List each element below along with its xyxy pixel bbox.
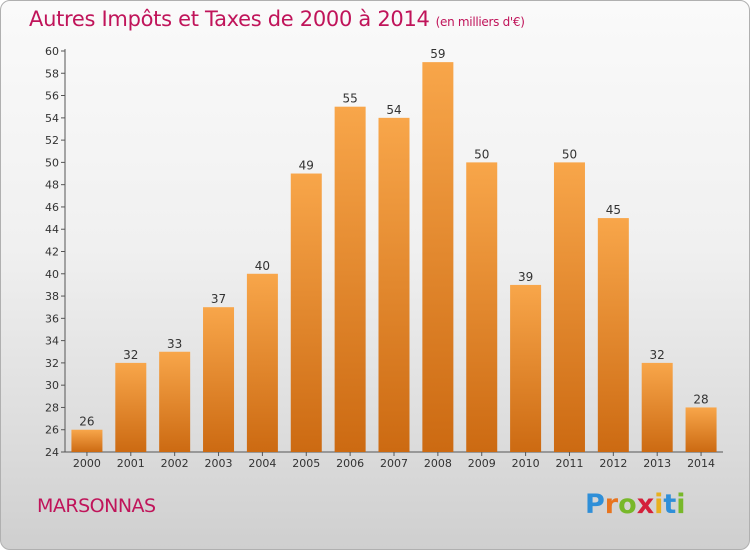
bar	[291, 174, 322, 452]
y-tick-label: 40	[45, 268, 59, 281]
bar	[247, 274, 278, 452]
y-tick-label: 46	[45, 201, 59, 214]
bar	[115, 363, 146, 452]
x-tick-label: 2001	[117, 457, 145, 470]
bar	[598, 218, 629, 452]
y-tick-label: 60	[45, 45, 59, 58]
data-label: 50	[562, 147, 577, 161]
bar	[203, 307, 234, 452]
y-tick-label: 24	[45, 446, 59, 459]
y-tick-label: 44	[45, 223, 59, 236]
y-tick-label: 42	[45, 246, 59, 259]
y-tick-label: 36	[45, 312, 59, 325]
bar	[510, 285, 541, 452]
data-label: 39	[518, 270, 533, 284]
data-label: 26	[79, 415, 94, 429]
data-label: 54	[386, 103, 401, 117]
proxiti-logo: Proxiti	[585, 489, 686, 520]
logo-letter: x	[637, 489, 654, 520]
logo-letter: t	[663, 489, 676, 520]
data-label: 40	[255, 259, 270, 273]
y-tick-label: 28	[45, 401, 59, 414]
x-tick-label: 2005	[292, 457, 320, 470]
y-tick-label: 58	[45, 67, 59, 80]
bar	[422, 62, 453, 452]
x-tick-label: 2006	[336, 457, 364, 470]
x-tick-label: 2002	[161, 457, 189, 470]
y-tick-label: 48	[45, 179, 59, 192]
x-tick-label: 2003	[205, 457, 233, 470]
data-label: 32	[650, 348, 665, 362]
y-tick-label: 38	[45, 290, 59, 303]
x-tick-label: 2010	[512, 457, 540, 470]
logo-letter: i	[654, 489, 663, 520]
logo-letter: r	[605, 489, 618, 520]
x-tick-label: 2011	[555, 457, 583, 470]
x-tick-label: 2008	[424, 457, 452, 470]
x-tick-label: 2014	[687, 457, 715, 470]
bar	[71, 430, 102, 452]
y-tick-label: 52	[45, 134, 59, 147]
data-label: 28	[693, 392, 708, 406]
y-tick-label: 56	[45, 90, 59, 103]
x-tick-label: 2009	[468, 457, 496, 470]
x-tick-label: 2013	[643, 457, 671, 470]
data-label: 59	[430, 47, 445, 61]
data-label: 37	[211, 292, 226, 306]
y-tick-label: 26	[45, 424, 59, 437]
data-label: 33	[167, 337, 182, 351]
place-name: MARSONNAS	[37, 495, 156, 517]
bar	[379, 118, 410, 452]
x-tick-label: 2004	[248, 457, 276, 470]
data-label: 45	[606, 203, 621, 217]
y-tick-label: 50	[45, 156, 59, 169]
bar	[686, 407, 717, 452]
y-tick-label: 32	[45, 357, 59, 370]
bar	[642, 363, 673, 452]
bar	[554, 162, 585, 452]
data-label: 55	[342, 92, 357, 106]
bar	[159, 352, 190, 452]
x-tick-label: 2007	[380, 457, 408, 470]
x-tick-label: 2012	[599, 457, 627, 470]
bar	[335, 107, 366, 452]
data-label: 49	[299, 159, 314, 173]
data-label: 32	[123, 348, 138, 362]
y-tick-label: 54	[45, 112, 59, 125]
y-tick-label: 34	[45, 335, 59, 348]
x-tick-label: 2000	[73, 457, 101, 470]
logo-letter: i	[676, 489, 685, 520]
logo-letter: P	[585, 489, 605, 520]
data-label: 50	[474, 147, 489, 161]
y-tick-label: 30	[45, 379, 59, 392]
bar	[466, 162, 497, 452]
logo-letter: o	[618, 489, 637, 520]
